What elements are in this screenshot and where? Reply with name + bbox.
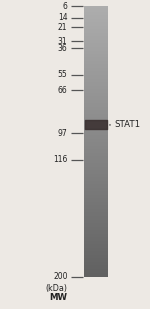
Text: STAT1: STAT1 xyxy=(114,121,140,129)
Text: 14: 14 xyxy=(58,13,68,22)
Text: 200: 200 xyxy=(53,273,68,281)
Text: 97: 97 xyxy=(58,129,68,138)
Text: 36: 36 xyxy=(58,44,68,53)
Text: 6: 6 xyxy=(63,2,68,11)
Text: 116: 116 xyxy=(53,155,68,164)
Text: 55: 55 xyxy=(58,70,68,79)
Text: 31: 31 xyxy=(58,37,68,46)
Text: MW: MW xyxy=(50,293,68,302)
Text: 21: 21 xyxy=(58,23,68,32)
Text: (kDa): (kDa) xyxy=(45,284,68,293)
Text: 66: 66 xyxy=(58,86,68,95)
